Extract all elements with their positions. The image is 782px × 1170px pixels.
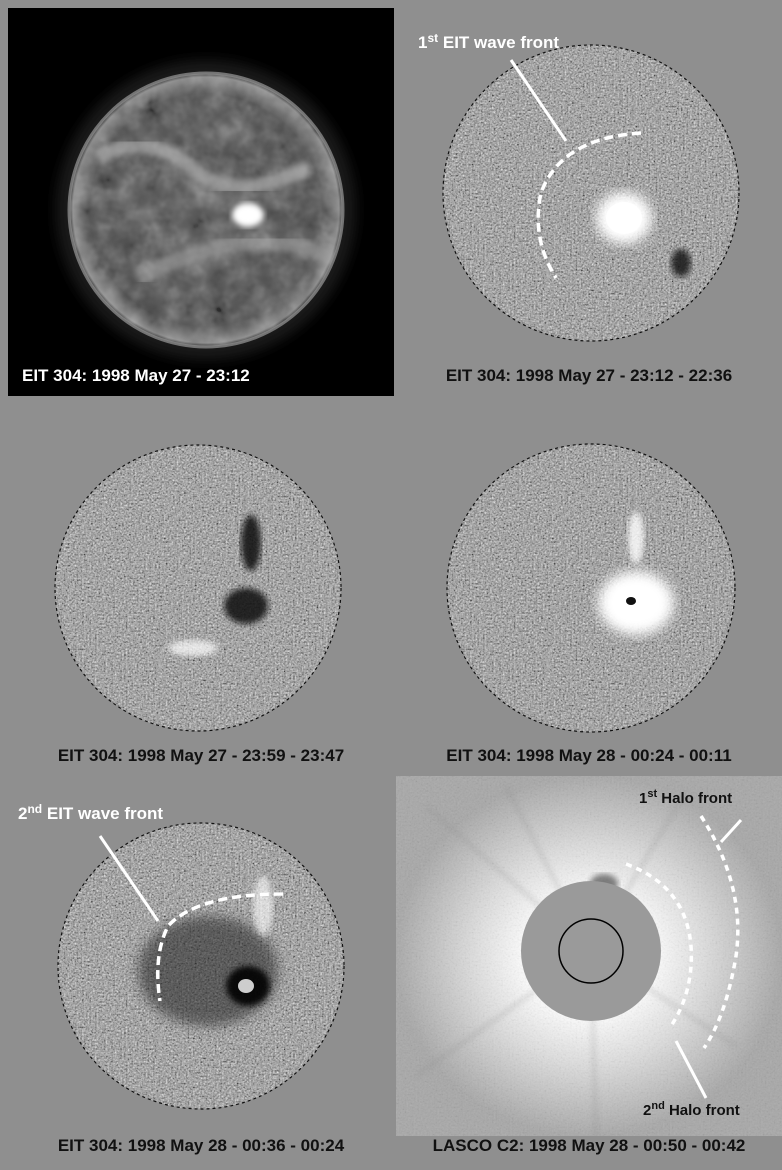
panel-eit-diff-2: EIT 304: 1998 May 27 - 23:59 - 23:47: [8, 398, 394, 774]
annotation-2nd-halo-front: 2nd Halo front: [643, 1100, 740, 1119]
halo-front-2: [625, 862, 694, 1027]
panel-caption: EIT 304: 1998 May 27 - 23:12: [22, 366, 250, 385]
difference-disk-image: [442, 44, 740, 342]
panel-eit-diff-3: EIT 304: 1998 May 28 - 00:24 - 00:11: [396, 398, 782, 774]
panel-caption: EIT 304: 1998 May 27 - 23:59 - 23:47: [57, 746, 345, 765]
annotation-2nd-eit-wave-front: 2nd EIT wave front: [18, 802, 164, 823]
pointer-line: [674, 1040, 708, 1099]
annotation-1st-halo-front: 1st Halo front: [639, 788, 733, 807]
solar-limb-circle: [558, 918, 624, 984]
occulter-disk: [521, 881, 661, 1021]
panel-eit-diff-4: 2nd EIT wave front EIT 304: 1998 May 28 …: [8, 776, 394, 1170]
panel-caption: EIT 304: 1998 May 28 - 00:36 - 00:24: [57, 1136, 345, 1155]
pointer-line: [509, 59, 568, 142]
panel-eit-diff-1: 1st EIT wave front EIT 304: 1998 May 27 …: [396, 8, 782, 396]
annotation-1st-eit-wave-front: 1st EIT wave front: [418, 31, 560, 52]
eit-wave-front-2: [156, 892, 284, 1002]
difference-disk-image: [446, 443, 736, 733]
panel-eit-direct: EIT 304: 1998 May 27 - 23:12: [8, 8, 394, 396]
sun-disk-image: [56, 60, 356, 360]
coronagraph-image: [396, 776, 782, 1170]
pointer-line: [98, 835, 160, 922]
panel-caption: EIT 304: 1998 May 27 - 23:12 - 22:36: [445, 366, 733, 385]
panel-caption: LASCO C2: 1998 May 28 - 00:50 - 00:42: [432, 1136, 746, 1155]
difference-disk-image: [54, 444, 342, 732]
panel-caption: EIT 304: 1998 May 28 - 00:24 - 00:11: [446, 746, 732, 765]
panel-lasco-c2: 1st Halo front 2nd Halo front LASCO C2: …: [396, 776, 782, 1170]
difference-disk-image: [57, 822, 345, 1110]
pointer-line: [719, 818, 743, 844]
eit-wave-front-1: [536, 131, 642, 279]
